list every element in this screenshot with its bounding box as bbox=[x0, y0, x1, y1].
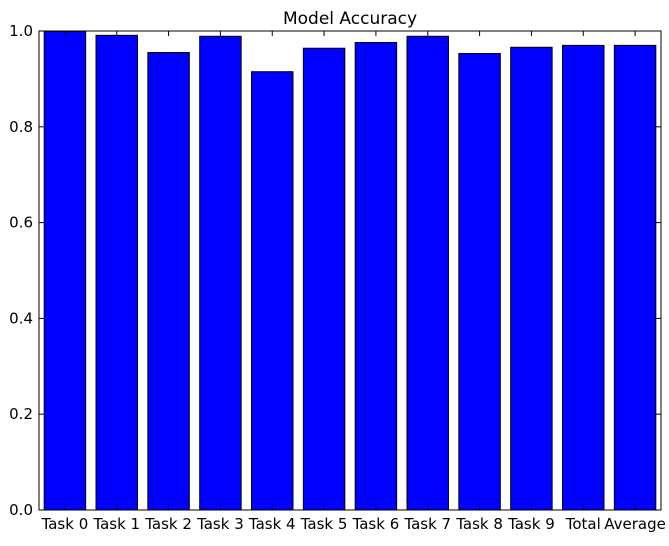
bar-task-6 bbox=[354, 42, 398, 511]
x-tick-label: Task 5 bbox=[300, 515, 348, 533]
bar-task-3 bbox=[199, 35, 242, 511]
y-tick-label: 0.4 bbox=[9, 309, 33, 327]
bar-task-5 bbox=[302, 47, 346, 511]
x-tick-label: Task 7 bbox=[403, 515, 451, 533]
bar-average bbox=[613, 44, 657, 511]
y-tick-label: 0.2 bbox=[9, 405, 33, 423]
bar-total bbox=[562, 44, 605, 511]
x-tick-label: Task 0 bbox=[41, 515, 89, 533]
x-tick-label: Total bbox=[565, 515, 601, 533]
x-tick-label: Task 9 bbox=[507, 515, 555, 533]
bar-task-1 bbox=[95, 34, 138, 511]
x-tick-label: Task 1 bbox=[92, 515, 140, 533]
plot-area-frame bbox=[38, 30, 662, 511]
x-tick-label: Average bbox=[604, 515, 666, 533]
y-tick-label: 0.0 bbox=[9, 501, 33, 519]
x-tick-label: Task 2 bbox=[144, 515, 192, 533]
chart-title: Model Accuracy bbox=[283, 9, 417, 29]
y-tick-label: 1.0 bbox=[9, 22, 33, 40]
ticks-layer bbox=[39, 30, 661, 511]
bar-task-7 bbox=[406, 35, 449, 511]
x-tick-label: Task 8 bbox=[455, 515, 503, 533]
bar-task-9 bbox=[510, 46, 553, 511]
y-axis-tick-labels: 0.0 0.2 0.4 0.6 0.8 1.0 bbox=[9, 22, 33, 519]
x-tick-label: Task 3 bbox=[196, 515, 244, 533]
bars-layer bbox=[43, 30, 657, 511]
bar-task-0 bbox=[43, 30, 87, 511]
y-tick-label: 0.6 bbox=[9, 214, 33, 232]
bar-task-8 bbox=[458, 53, 501, 511]
x-axis-tick-labels: Task 0 Task 1 Task 2 Task 3 Task 4 Task 5 Task… bbox=[41, 515, 666, 533]
y-tick-label: 0.8 bbox=[9, 118, 33, 136]
bar-task-4 bbox=[251, 71, 294, 511]
bar-task-2 bbox=[147, 52, 190, 511]
x-tick-label: Task 4 bbox=[248, 515, 296, 533]
x-tick-label: Task 6 bbox=[352, 515, 400, 533]
